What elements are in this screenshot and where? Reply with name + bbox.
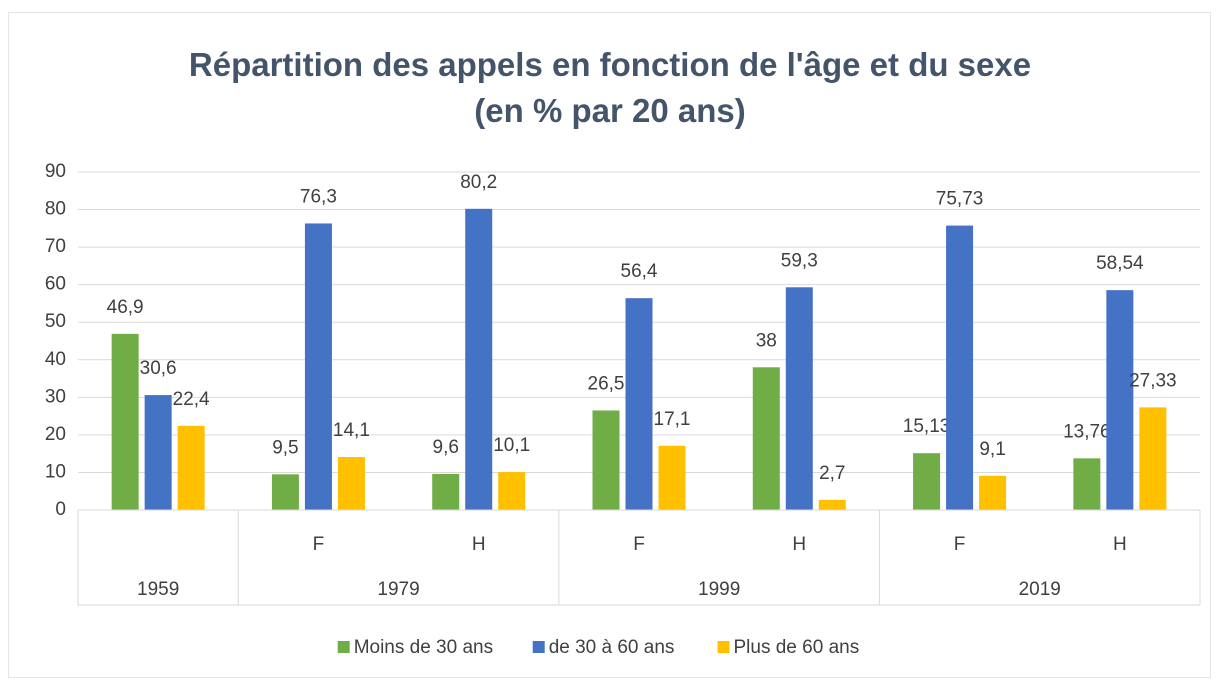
bar xyxy=(979,475,1007,510)
x-tick-label: F xyxy=(313,534,325,555)
value-label: 80,2 xyxy=(460,172,497,193)
chart-title: Répartition des appels en fonction de l'… xyxy=(188,46,1032,129)
x-tick-label: H xyxy=(792,534,806,555)
bar xyxy=(465,208,493,510)
value-label: 9,1 xyxy=(979,439,1005,460)
x-tick-label: F xyxy=(633,534,645,555)
value-label: 9,6 xyxy=(433,437,459,458)
bar xyxy=(498,472,526,510)
bar xyxy=(658,445,686,510)
legend-swatch xyxy=(717,641,730,653)
bar xyxy=(1073,458,1101,510)
y-tick-label: 40 xyxy=(45,349,66,370)
value-label: 14,1 xyxy=(333,420,370,441)
bar xyxy=(913,453,941,510)
bar xyxy=(432,473,460,510)
y-tick-label: 20 xyxy=(45,424,66,445)
bar xyxy=(1106,290,1134,510)
x-group-label: 2019 xyxy=(1019,579,1061,600)
legend-label: Plus de 60 ans xyxy=(734,637,860,658)
bar xyxy=(1139,407,1167,510)
legend-label: de 30 à 60 ans xyxy=(549,637,675,658)
bar xyxy=(304,223,332,510)
value-label: 17,1 xyxy=(654,409,691,430)
bar xyxy=(752,367,780,510)
y-tick-label: 50 xyxy=(45,311,66,332)
value-label: 2,7 xyxy=(819,463,845,484)
x-tick-label: H xyxy=(472,534,486,555)
chart-frame xyxy=(8,12,1211,678)
bar xyxy=(111,333,139,510)
value-label: 13,76 xyxy=(1063,421,1111,442)
bar xyxy=(946,225,974,510)
value-label: 10,1 xyxy=(493,435,530,456)
value-label: 56,4 xyxy=(621,261,658,282)
value-label: 59,3 xyxy=(781,250,818,271)
y-tick-label: 0 xyxy=(55,499,66,520)
value-label: 58,54 xyxy=(1096,253,1144,274)
bar xyxy=(625,298,653,510)
bar xyxy=(177,425,205,510)
value-label: 27,33 xyxy=(1129,370,1177,391)
value-label: 38 xyxy=(756,330,777,351)
bar xyxy=(818,499,846,510)
legend-label: Moins de 30 ans xyxy=(354,637,493,658)
legend-swatch xyxy=(532,641,545,653)
value-label: 26,5 xyxy=(588,373,625,394)
value-label: 46,9 xyxy=(107,297,144,318)
value-label: 75,73 xyxy=(936,189,984,210)
value-label: 9,5 xyxy=(272,437,298,458)
y-tick-label: 90 xyxy=(45,161,66,182)
value-label: 30,6 xyxy=(140,358,177,379)
x-tick-label: F xyxy=(954,534,966,555)
x-group-label: 1999 xyxy=(698,579,740,600)
y-tick-label: 30 xyxy=(45,386,66,407)
bar xyxy=(785,287,813,510)
value-label: 22,4 xyxy=(173,389,210,410)
y-tick-label: 70 xyxy=(45,236,66,257)
x-group-label: 1959 xyxy=(137,579,179,600)
y-tick-label: 80 xyxy=(45,199,66,220)
x-group-label: 1979 xyxy=(377,579,419,600)
bar xyxy=(592,410,620,510)
bar xyxy=(144,395,172,510)
value-label: 76,3 xyxy=(300,186,337,207)
bar xyxy=(271,474,299,510)
y-tick-label: 10 xyxy=(45,461,66,482)
y-tick-label: 60 xyxy=(45,274,66,295)
legend-swatch xyxy=(337,641,350,653)
bar xyxy=(337,457,365,510)
x-tick-label: H xyxy=(1113,534,1127,555)
value-label: 15,13 xyxy=(903,416,951,437)
